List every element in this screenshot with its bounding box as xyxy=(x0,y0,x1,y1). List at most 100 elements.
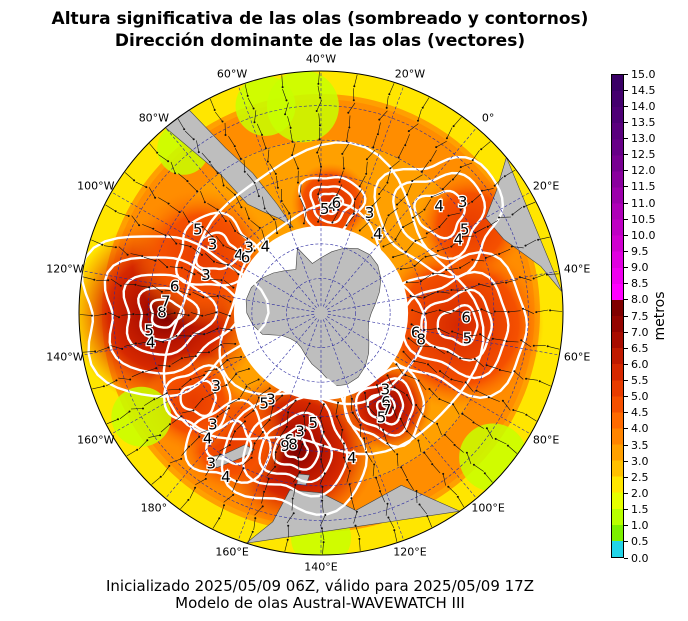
arrow-head xyxy=(274,451,277,454)
direction-arrow xyxy=(424,199,432,210)
direction-arrow xyxy=(425,254,438,257)
arrow-head xyxy=(424,312,427,315)
direction-arrow xyxy=(210,416,218,427)
direction-arrow xyxy=(110,278,121,286)
direction-arrow xyxy=(481,308,493,315)
direction-arrow xyxy=(439,398,451,404)
direction-arrow xyxy=(267,149,270,162)
direction-arrow xyxy=(387,375,393,387)
direction-arrow xyxy=(121,313,134,316)
arrow-head xyxy=(203,333,206,336)
direction-arrow xyxy=(119,411,130,420)
direction-arrow xyxy=(439,370,450,379)
direction-arrow xyxy=(475,226,486,234)
direction-arrow xyxy=(232,480,238,492)
direction-arrow xyxy=(525,239,537,246)
colorbar-tick-label: 14.5 xyxy=(631,83,656,97)
arrow-head xyxy=(342,456,345,459)
contour-line xyxy=(220,375,369,516)
direction-arrow xyxy=(473,422,484,429)
arrow-head xyxy=(459,266,462,269)
direction-arrow xyxy=(388,517,395,529)
direction-arrow xyxy=(447,351,459,358)
direction-arrow xyxy=(165,335,177,341)
contour-line xyxy=(392,171,487,261)
arrow-head xyxy=(375,384,378,387)
arrow-head xyxy=(229,300,232,303)
arrow-head xyxy=(226,359,229,362)
direction-arrow xyxy=(522,308,535,314)
direction-arrow xyxy=(316,141,323,153)
arrow-head xyxy=(376,416,379,419)
colorbar-tick-label: 1.5 xyxy=(631,503,649,517)
arrow-head xyxy=(464,381,467,384)
arrow-head xyxy=(342,167,345,170)
arrow-head xyxy=(389,167,392,170)
arrow-head xyxy=(522,307,524,310)
calm-sea-patch xyxy=(459,423,528,492)
meridian-line xyxy=(82,270,315,313)
arrow-head xyxy=(358,537,361,540)
arrow-head xyxy=(303,415,305,418)
arrow-head xyxy=(491,337,494,340)
direction-arrow xyxy=(349,484,352,497)
arrow-head xyxy=(285,99,288,102)
arrow-head xyxy=(254,517,257,520)
contour-label: 5 xyxy=(193,220,203,238)
direction-arrow xyxy=(183,268,195,275)
arrow-head xyxy=(487,396,490,399)
arrow-head xyxy=(441,188,444,191)
arrow-head xyxy=(221,120,224,123)
contour-line xyxy=(436,303,479,347)
direction-arrow xyxy=(281,75,283,88)
direction-arrow xyxy=(373,135,378,148)
colorbar-tick-label: 9.5 xyxy=(631,244,649,258)
direction-arrow xyxy=(273,395,283,404)
arrow-head xyxy=(208,160,211,163)
longitude-label: 180° xyxy=(140,501,168,515)
direction-arrow xyxy=(234,148,242,159)
arrow-head xyxy=(201,398,204,400)
direction-arrow xyxy=(439,309,452,314)
direction-arrow xyxy=(425,310,438,314)
colorbar-tick: 12.0 xyxy=(624,165,656,176)
arrow-head xyxy=(341,152,344,155)
arrow-head xyxy=(159,475,162,478)
arrow-head xyxy=(160,290,163,293)
arrow-head xyxy=(114,210,117,213)
contour-label: 7 xyxy=(382,401,392,419)
arrow-head xyxy=(337,401,340,404)
direction-arrow xyxy=(346,470,351,483)
direction-arrow xyxy=(424,328,437,331)
arrow-head xyxy=(302,222,305,225)
direction-arrow xyxy=(476,390,488,397)
arrow-head xyxy=(354,198,357,201)
arrow-head xyxy=(134,342,137,345)
direction-arrow xyxy=(158,154,169,162)
colorbar-tick: 13.0 xyxy=(624,133,656,144)
arrow-head xyxy=(180,357,183,360)
direction-arrow xyxy=(131,215,140,226)
direction-arrow xyxy=(320,445,324,458)
arrow-head xyxy=(348,469,351,472)
direction-arrow xyxy=(418,440,422,453)
direction-arrow xyxy=(346,129,349,142)
arrow-head xyxy=(281,394,284,397)
direction-arrow xyxy=(154,229,166,236)
direction-arrow xyxy=(197,271,208,280)
arrow-head xyxy=(423,329,426,331)
direction-arrow xyxy=(207,202,218,210)
arrow-head xyxy=(280,200,283,202)
direction-arrow xyxy=(538,236,550,240)
direction-arrow xyxy=(293,157,299,169)
arrow-head xyxy=(368,218,371,221)
direction-arrow xyxy=(365,451,373,463)
direction-arrow xyxy=(177,118,185,130)
arrow-head xyxy=(484,256,487,259)
direction-arrow xyxy=(547,346,560,350)
direction-arrow xyxy=(235,196,242,208)
arrow-head xyxy=(104,312,107,315)
direction-arrow xyxy=(275,221,278,234)
arrow-head xyxy=(274,465,277,468)
arrow-head xyxy=(257,378,260,381)
